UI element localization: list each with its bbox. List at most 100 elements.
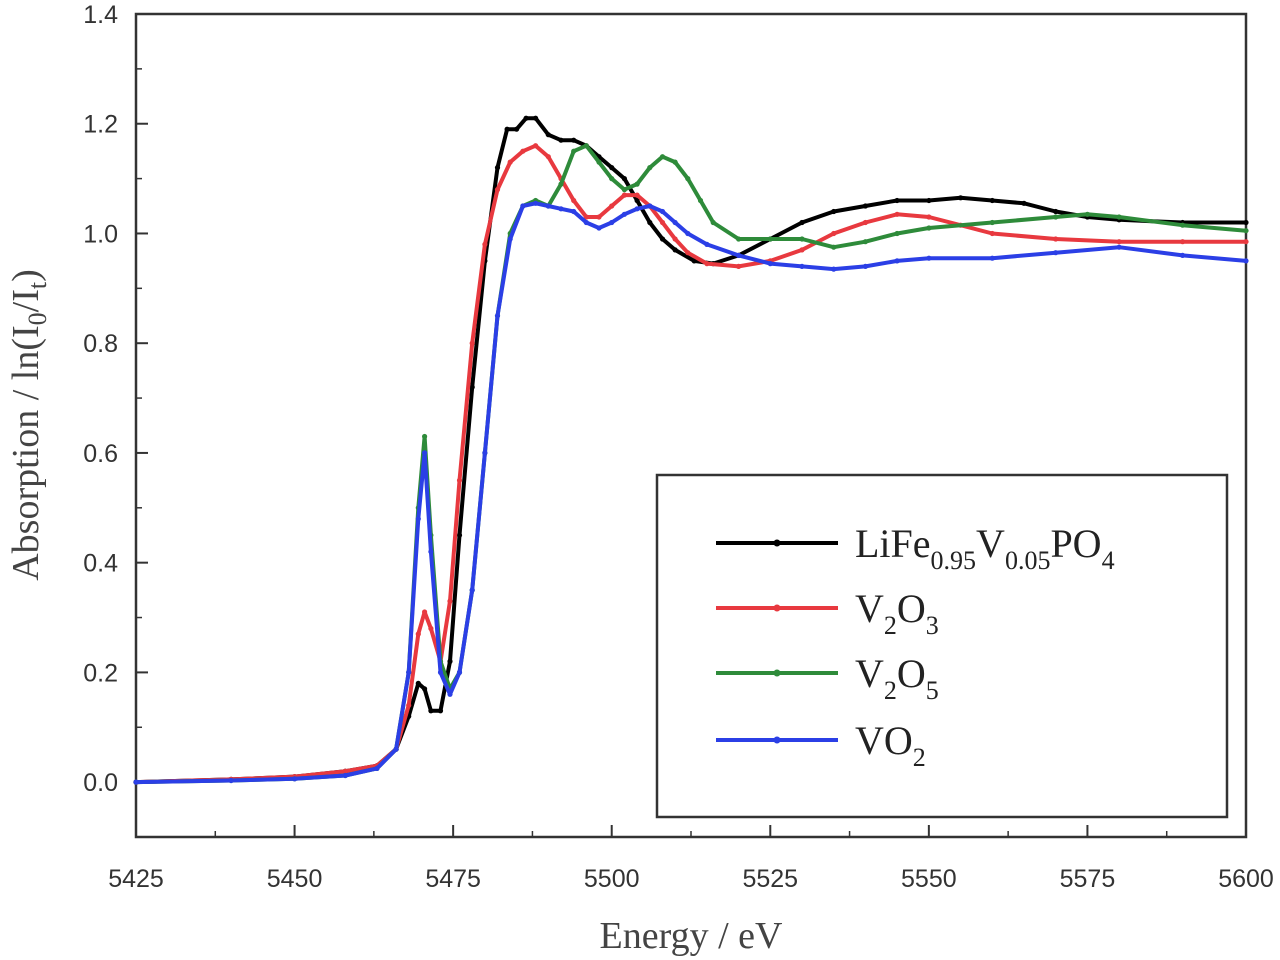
legend-label: V2O3: [855, 586, 939, 640]
data-point: [685, 250, 691, 256]
data-point: [989, 219, 995, 226]
data-point: [691, 258, 697, 264]
data-point: [704, 241, 710, 247]
data-point: [406, 702, 412, 708]
legend-box: [655, 473, 1229, 819]
data-point: [133, 779, 139, 785]
legend-marker: [773, 736, 781, 744]
data-point: [621, 192, 628, 198]
data-point: [1243, 219, 1249, 226]
data-point: [659, 154, 666, 160]
data-point: [634, 192, 640, 198]
data-point: [894, 230, 900, 237]
data-point: [428, 549, 434, 555]
x-tick-label: 5575: [1060, 865, 1116, 893]
data-point: [1053, 250, 1059, 256]
data-point: [422, 450, 428, 456]
data-point: [685, 176, 691, 182]
data-point: [1243, 239, 1249, 245]
data-point: [1116, 244, 1122, 250]
data-point: [831, 266, 837, 272]
data-point: [647, 219, 653, 226]
data-point: [545, 132, 551, 138]
x-tick-label: 5475: [425, 865, 481, 893]
y-tick-label: 0.6: [83, 440, 118, 468]
data-point: [596, 214, 602, 220]
data-point: [831, 244, 837, 250]
data-point: [862, 219, 869, 226]
data-point: [571, 208, 577, 215]
data-point: [447, 658, 453, 665]
data-point: [736, 236, 742, 242]
data-point: [634, 197, 640, 204]
data-point: [989, 230, 995, 237]
data-point: [342, 768, 348, 774]
data-point: [422, 686, 428, 692]
x-tick-label: 5500: [584, 865, 640, 893]
data-point: [393, 746, 399, 752]
data-point: [926, 197, 932, 204]
data-point: [447, 691, 453, 697]
data-point: [494, 165, 501, 171]
data-point: [228, 777, 234, 784]
data-point: [514, 126, 520, 132]
data-point: [862, 239, 869, 245]
data-point: [469, 384, 475, 390]
y-tick-label: 0.2: [83, 659, 118, 687]
data-point: [520, 148, 526, 154]
data-point: [558, 206, 564, 212]
data-point: [1116, 214, 1122, 220]
x-tick-label: 5550: [901, 865, 957, 893]
data-point: [456, 669, 463, 676]
legend-marker: [773, 604, 781, 612]
data-point: [799, 236, 805, 242]
y-tick-label: 0.4: [83, 550, 118, 578]
data-point: [621, 187, 628, 193]
data-point: [894, 197, 900, 204]
data-point: [659, 236, 666, 242]
x-tick-label: 5525: [742, 865, 798, 893]
data-point: [482, 450, 488, 456]
series-line: [135, 201, 1247, 785]
data-point: [894, 211, 900, 217]
data-point: [583, 219, 589, 226]
y-tick-label: 0.8: [83, 330, 118, 358]
data-point: [736, 263, 742, 269]
data-point: [428, 708, 434, 714]
y-tick-label: 1.4: [83, 1, 118, 29]
data-point: [926, 225, 932, 231]
data-point: [659, 219, 666, 226]
y-axis: 0.0 0.2 0.4 0.6 0.8 1.0 1.2 1.4: [83, 1, 148, 838]
data-point: [406, 669, 412, 676]
legend-marker: [773, 669, 781, 677]
x-axis: 5425 5450 5475 5500 5525 5550 5575 5600: [108, 825, 1274, 893]
data-point: [437, 708, 444, 714]
data-point: [609, 165, 615, 171]
data-point: [989, 255, 995, 261]
data-point: [415, 631, 421, 637]
data-point: [374, 765, 380, 772]
data-point: [533, 143, 539, 149]
data-point: [767, 261, 773, 267]
data-point: [583, 143, 589, 149]
y-tick-label: 1.0: [83, 220, 118, 248]
data-point: [767, 236, 773, 242]
data-point: [558, 181, 564, 187]
data-point: [292, 776, 298, 782]
data-point: [456, 532, 463, 538]
data-point: [571, 148, 577, 154]
data-point: [659, 208, 666, 215]
data-point: [494, 313, 501, 319]
data-point: [523, 115, 529, 121]
data-point: [926, 255, 932, 261]
data-point: [710, 219, 716, 226]
data-point: [422, 433, 428, 440]
data-point: [596, 159, 602, 165]
data-point: [1180, 252, 1186, 258]
legend-label: VO2: [855, 718, 926, 772]
data-point: [647, 165, 653, 171]
data-point: [672, 236, 678, 242]
data-point: [415, 516, 421, 522]
data-point: [428, 625, 434, 632]
